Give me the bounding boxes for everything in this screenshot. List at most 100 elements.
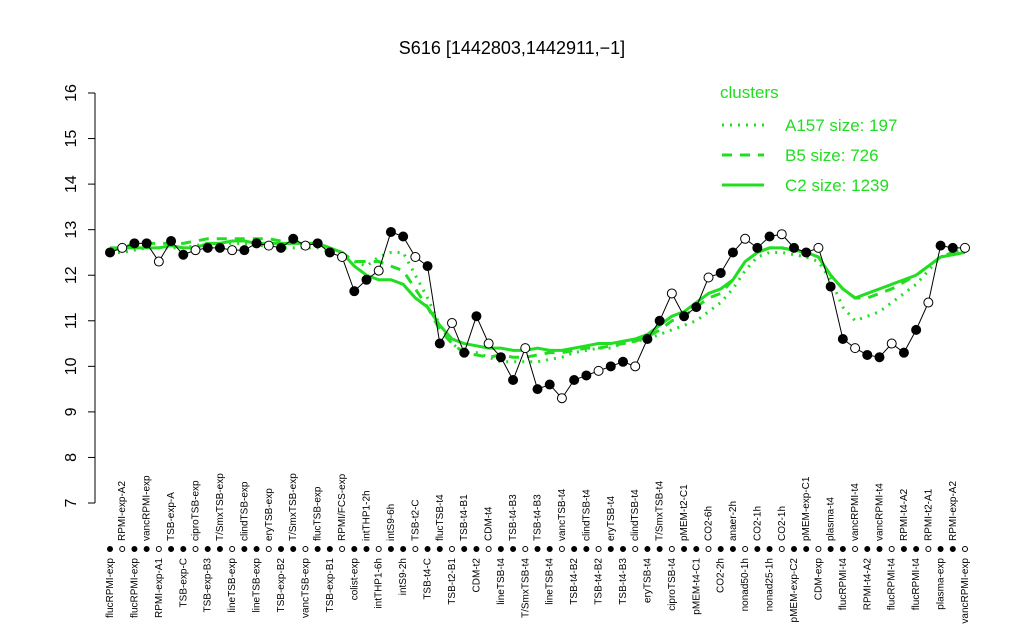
category-dot bbox=[107, 546, 113, 552]
category-dot bbox=[717, 546, 724, 552]
data-point bbox=[459, 347, 470, 358]
category-dot bbox=[449, 546, 455, 552]
x-tick-label: clindTSB-t4 bbox=[630, 489, 641, 541]
category-dot bbox=[937, 546, 944, 552]
x-tick-label: CDM-t2 bbox=[471, 558, 482, 593]
x-tick-label: TSB-t4-B3 bbox=[508, 494, 519, 541]
x-tick-label: lineTSB-t4 bbox=[545, 558, 556, 605]
category-dot bbox=[558, 546, 565, 552]
x-tick-label: TSB-t4-B3 bbox=[618, 558, 629, 605]
data-point bbox=[654, 315, 665, 326]
category-dot bbox=[131, 546, 138, 552]
x-tick-label: anaer-2h bbox=[728, 501, 739, 541]
legend-label: A157 size: 197 bbox=[785, 116, 897, 135]
x-tick-label: CO2-1h bbox=[777, 506, 788, 541]
y-tick-label: 13 bbox=[63, 221, 80, 239]
cluster-line bbox=[110, 241, 966, 364]
data-point bbox=[276, 242, 286, 253]
category-dot bbox=[119, 546, 126, 552]
x-tick-label: TSB-t2-C bbox=[410, 499, 421, 541]
x-tick-label: nonad25-1h bbox=[765, 558, 776, 611]
category-dot bbox=[852, 546, 859, 552]
data-point bbox=[202, 242, 213, 253]
data-point bbox=[789, 242, 799, 253]
category-dot bbox=[363, 546, 370, 552]
data-point bbox=[752, 242, 763, 253]
category-dot bbox=[644, 546, 651, 552]
category-dot bbox=[803, 546, 810, 552]
data-point bbox=[850, 343, 861, 354]
x-tick-label: TSB-t4-B3 bbox=[533, 494, 544, 541]
x-tick-label: CO2-6h bbox=[704, 506, 715, 541]
x-tick-label: lineTSB-exp bbox=[252, 558, 263, 613]
category-dot bbox=[729, 546, 736, 552]
category-dot bbox=[143, 546, 150, 552]
data-point bbox=[776, 229, 787, 240]
x-tick-label: intTHP1-6h bbox=[374, 558, 385, 609]
x-tick-label: clindTSB-t4 bbox=[581, 489, 592, 541]
category-dot bbox=[216, 546, 223, 552]
x-tick-label: pMEM-t2-C1 bbox=[679, 484, 690, 541]
data-point bbox=[300, 240, 311, 251]
data-point bbox=[361, 274, 372, 285]
y-tick-label: 7 bbox=[63, 498, 80, 507]
x-tick-label: vancRPMI-t4 bbox=[875, 483, 886, 541]
x-tick-label: nonad50-1h bbox=[740, 558, 751, 611]
x-tick-label: T/SmxTSB-exp bbox=[288, 473, 299, 541]
x-tick-label: T/SmxTSB-t4 bbox=[655, 481, 666, 541]
category-dot bbox=[485, 546, 492, 552]
x-tick-label: RPMI-exp-A2 bbox=[948, 481, 959, 541]
category-dot bbox=[656, 546, 663, 552]
category-dot bbox=[278, 546, 284, 552]
x-tick-label: TSB-t4-B2 bbox=[594, 558, 605, 605]
x-tick-label: eryTSB-exp bbox=[264, 488, 275, 541]
legend-label: B5 size: 726 bbox=[785, 146, 879, 165]
data-point bbox=[886, 338, 897, 349]
y-tick-label: 11 bbox=[63, 312, 80, 329]
data-point bbox=[825, 281, 836, 292]
legend-label: C2 size: 1239 bbox=[785, 176, 889, 195]
x-tick-label: intTHP1-2h bbox=[362, 490, 373, 541]
category-dot bbox=[742, 546, 749, 552]
data-point bbox=[153, 256, 164, 267]
x-tick-label: CDM-exp bbox=[813, 558, 824, 601]
data-point bbox=[947, 242, 958, 253]
category-dot bbox=[253, 546, 260, 552]
x-tick-label: flucRPMI-t4 bbox=[911, 558, 922, 611]
x-tick-label: ciproTSB-exp bbox=[191, 480, 202, 541]
x-tick-label: TSB-t2-B1 bbox=[447, 558, 458, 605]
x-tick-label: lineTSB-t4 bbox=[496, 558, 507, 605]
legend-title: clusters bbox=[720, 83, 779, 102]
data-point bbox=[679, 311, 690, 322]
category-dot bbox=[620, 546, 626, 552]
y-tick-label: 8 bbox=[63, 453, 80, 462]
category-dot bbox=[290, 546, 297, 552]
category-dot bbox=[546, 546, 553, 552]
data-point bbox=[483, 338, 494, 349]
data-point bbox=[862, 349, 873, 360]
x-tick-label: flucRPMI-exp bbox=[129, 558, 140, 618]
y-tick-label: 10 bbox=[63, 357, 80, 375]
x-tick-label: CDM-t4 bbox=[484, 506, 495, 541]
data-point bbox=[288, 233, 299, 244]
category-dot bbox=[839, 546, 846, 552]
x-tick-label: CO2-1h bbox=[752, 506, 763, 541]
category-dot bbox=[815, 546, 822, 552]
data-point bbox=[813, 242, 824, 253]
data-point bbox=[593, 365, 604, 376]
data-point bbox=[544, 379, 555, 390]
category-dot bbox=[681, 546, 688, 552]
category-dot bbox=[326, 546, 333, 552]
data-point bbox=[373, 265, 384, 276]
x-tick-label: lineTSB-exp bbox=[227, 558, 238, 613]
category-dot bbox=[595, 546, 602, 552]
cluster-line bbox=[109, 239, 966, 352]
x-tick-label: RPMI-t4-A2 bbox=[899, 488, 910, 541]
x-tick-label: ciproTSB-t4 bbox=[667, 558, 678, 611]
x-tick-label: TSB-exp-B3 bbox=[203, 558, 214, 613]
data-point bbox=[178, 249, 189, 260]
y-tick-label: 14 bbox=[63, 175, 80, 193]
x-tick-label: CO2-2h bbox=[716, 558, 727, 593]
category-dot bbox=[534, 546, 541, 552]
